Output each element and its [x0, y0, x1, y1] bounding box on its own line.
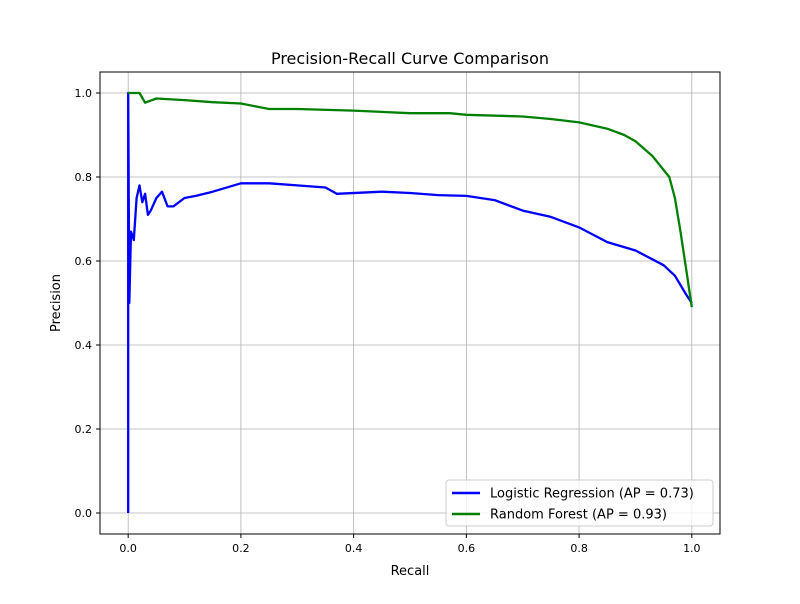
y-tick-label: 0.0: [75, 507, 93, 520]
x-tick-label: 0.4: [345, 542, 363, 555]
x-tick-label: 1.0: [683, 542, 701, 555]
legend-box: [445, 479, 714, 527]
logistic-regression-line: [127, 91, 693, 513]
plot-frame: [99, 71, 721, 535]
y-tick-label: 0.6: [75, 255, 93, 268]
y-tick-label: 0.8: [75, 171, 93, 184]
legend-label-rf: Random Forest (AP = 0.93): [490, 508, 667, 523]
y-axis-label: Precision: [49, 274, 64, 332]
legend-label-logistic: Logistic Regression (AP = 0.73): [490, 487, 694, 502]
y-tick-label: 0.2: [75, 423, 93, 436]
grid: [100, 72, 720, 534]
ticks: 0.0 0.2 0.4 0.6 0.8 1.0 0.0 0.2 0.4 0.6 0.8 1.0: [75, 87, 701, 555]
x-tick-label: 0.8: [570, 542, 588, 555]
y-tick-label: 1.0: [75, 87, 93, 100]
x-tick-label: 0.0: [119, 542, 137, 555]
y-tick-label: 0.4: [75, 339, 93, 352]
chart-title: Precision-Recall Curve Comparison: [271, 49, 549, 68]
random-forest-line: [128, 91, 693, 308]
series-lines: [127, 91, 693, 513]
x-tick-label: 0.6: [458, 542, 476, 555]
x-tick-label: 0.2: [232, 542, 250, 555]
legend: Logistic Regression (AP = 0.73) Random F…: [445, 479, 714, 527]
x-axis-label: Recall: [391, 564, 430, 579]
